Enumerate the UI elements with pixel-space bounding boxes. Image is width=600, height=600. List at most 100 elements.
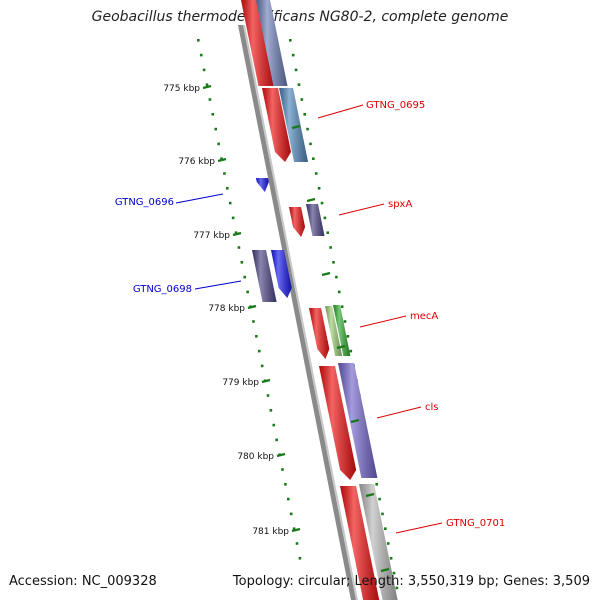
ruler-dot	[381, 512, 384, 516]
ruler-dot	[384, 527, 387, 530]
ruler-dot	[237, 246, 241, 249]
ruler-dot	[314, 172, 318, 175]
tick-label: 778 kbp	[208, 304, 245, 314]
tick-labels: 775 kbp 776 kbp 777 kbp 778 kbp 779 kbp 780 k…	[163, 84, 390, 573]
gene-0698-shading	[271, 250, 292, 298]
ruler-dot	[303, 113, 306, 116]
major-tick-right	[291, 124, 301, 130]
ruler-dot	[378, 497, 381, 501]
ruler-dot	[340, 305, 344, 308]
ruler-dot	[231, 216, 235, 220]
ruler-dot	[289, 512, 293, 516]
ruler-dot	[306, 127, 309, 131]
gene-meca-light-shading	[325, 306, 343, 356]
tick-label: 781 kbp	[252, 527, 289, 537]
major-tick-left	[261, 378, 271, 384]
ruler-dot	[292, 527, 296, 530]
gene-label: GTNG_0701	[446, 518, 505, 529]
gene-label: spxA	[388, 199, 412, 210]
ruler-dot	[349, 349, 353, 353]
ruler-dot	[317, 187, 321, 190]
leader-line	[194, 280, 242, 290]
ruler-dot	[298, 557, 302, 560]
leader-line	[175, 193, 224, 204]
major-tick-right	[336, 344, 346, 350]
gene-slate-0698-shading	[252, 250, 277, 302]
ruler-dot	[289, 39, 292, 42]
ruler-dot	[205, 83, 209, 86]
tick-label: 779 kbp	[222, 378, 259, 388]
gene-slate-spxa-shading	[306, 204, 325, 236]
gene-label: GTNG_0696	[115, 197, 174, 208]
ruler-dot	[255, 335, 258, 338]
ruler-dot	[323, 216, 327, 220]
major-tick-left	[291, 527, 301, 533]
ruler-dot	[309, 142, 312, 146]
ruler-dot	[246, 290, 249, 294]
ruler-dot	[272, 423, 276, 427]
ruler-dot	[343, 320, 347, 323]
backbone-highlight	[243, 25, 358, 600]
gene-label: GTNG_0698	[133, 284, 192, 295]
ruler-dot	[337, 290, 341, 294]
major-tick-left	[217, 157, 227, 163]
gene-label: mecA	[410, 311, 438, 322]
leader-line	[317, 104, 364, 119]
ruler-dot	[294, 68, 298, 72]
ruler-dot	[375, 483, 378, 486]
tick-label: 776 kbp	[178, 157, 215, 167]
ruler-dot	[312, 157, 315, 160]
ruler-dot	[326, 231, 330, 234]
tick-label: 777 kbp	[193, 231, 230, 241]
accession-text: Accession: NC_009328	[9, 574, 157, 589]
ruler-dot	[214, 127, 218, 131]
ruler-dot	[223, 172, 226, 175]
ruler-dot	[392, 571, 396, 575]
ruler-dot	[291, 53, 295, 57]
ruler-dot	[329, 246, 332, 249]
ruler-dot	[208, 98, 212, 101]
ruler-dot	[295, 542, 299, 545]
gene-red-top-shading	[241, 0, 275, 86]
ruler-dot	[266, 394, 270, 397]
page-title: Geobacillus thermodenitrificans NG80-2, …	[91, 9, 509, 25]
major-tick-right	[306, 197, 316, 203]
ruler-dot	[257, 349, 261, 353]
ruler-dot	[300, 98, 304, 101]
gene-labels: GTNG_0695 spxA mecA cls GTNG_0701 GTNG_0696 GT…	[115, 100, 505, 529]
major-tick-right	[365, 492, 375, 498]
ruler-dot	[386, 542, 390, 545]
ruler-dot	[286, 497, 290, 501]
ruler-dot	[275, 438, 278, 442]
ruler-dot	[260, 364, 264, 368]
gene-meca-green-shading	[333, 305, 351, 356]
ruler-dot	[240, 261, 244, 264]
ruler-dot	[297, 83, 301, 86]
ruler-dot	[234, 231, 238, 234]
genome-backbone	[238, 25, 358, 600]
ruler-dot	[252, 320, 255, 323]
major-tick-left	[247, 304, 257, 310]
topology-text: Topology: circular; Length: 3,550,319 bp…	[232, 574, 590, 589]
ruler-dot	[332, 261, 335, 264]
right-tick-ruler	[289, 39, 399, 590]
gene-0701-shading	[359, 484, 398, 600]
gene-meca-shading	[309, 308, 330, 359]
ruler-dot	[211, 113, 215, 116]
ruler-dot	[395, 586, 399, 590]
ruler-dot	[389, 557, 393, 560]
ruler-dot	[217, 142, 220, 146]
ruler-dot	[346, 335, 350, 338]
major-tick-left	[232, 231, 242, 237]
ruler-dot	[284, 483, 287, 486]
major-tick-left	[202, 84, 212, 90]
major-tick-right	[321, 271, 331, 277]
ruler-dot	[269, 409, 273, 412]
major-tick-left	[276, 452, 286, 458]
ruler-dot	[243, 275, 247, 279]
major-tick-right	[380, 567, 390, 573]
ruler-dot	[335, 275, 338, 279]
major-tick-right	[350, 418, 360, 424]
gene-label: GTNG_0695	[366, 100, 425, 111]
